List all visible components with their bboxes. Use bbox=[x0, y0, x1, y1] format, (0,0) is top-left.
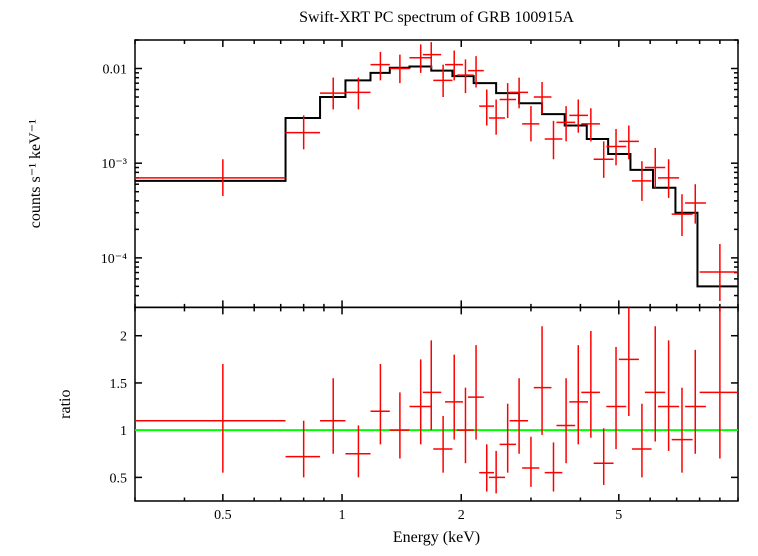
svg-text:1: 1 bbox=[120, 424, 127, 439]
svg-text:10⁻³: 10⁻³ bbox=[101, 157, 127, 172]
svg-text:1.5: 1.5 bbox=[110, 377, 128, 392]
svg-text:Energy (keV): Energy (keV) bbox=[393, 529, 480, 546]
svg-text:Swift-XRT PC spectrum of GRB 1: Swift-XRT PC spectrum of GRB 100915A bbox=[299, 9, 574, 26]
svg-text:5: 5 bbox=[615, 508, 622, 523]
svg-text:0.5: 0.5 bbox=[110, 471, 128, 486]
svg-text:0.01: 0.01 bbox=[103, 63, 128, 78]
svg-text:1: 1 bbox=[339, 508, 346, 523]
svg-text:counts s⁻¹ keV⁻¹: counts s⁻¹ keV⁻¹ bbox=[27, 119, 44, 228]
svg-text:ratio: ratio bbox=[57, 390, 74, 419]
svg-text:0.5: 0.5 bbox=[214, 508, 232, 523]
svg-text:2: 2 bbox=[458, 508, 465, 523]
svg-text:2: 2 bbox=[120, 330, 127, 345]
spectrum-chart: 0.5 1 2 5 10⁻⁴ 10⁻³ 0.01 0.5 1 1.5 2 Swift-XRT PC s… bbox=[0, 0, 758, 556]
svg-text:10⁻⁴: 10⁻⁴ bbox=[101, 252, 127, 267]
